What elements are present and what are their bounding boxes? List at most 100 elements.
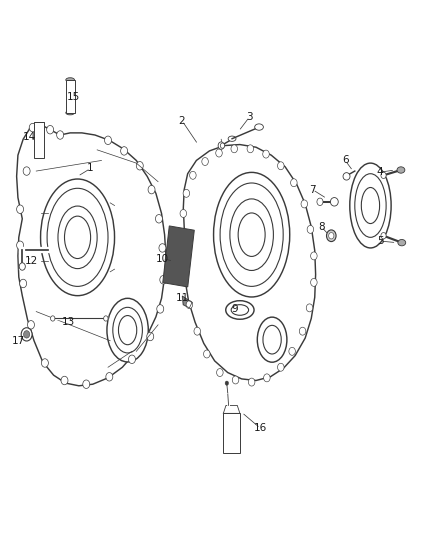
Ellipse shape (247, 145, 254, 153)
Ellipse shape (107, 298, 148, 362)
Ellipse shape (397, 167, 405, 173)
Ellipse shape (148, 185, 155, 194)
Ellipse shape (343, 173, 350, 180)
Polygon shape (184, 144, 316, 381)
Text: 16: 16 (254, 423, 267, 433)
Ellipse shape (180, 209, 187, 217)
Text: 15: 15 (67, 92, 80, 102)
Text: 12: 12 (25, 256, 38, 266)
Text: 2: 2 (179, 116, 185, 126)
Ellipse shape (182, 241, 188, 249)
Ellipse shape (290, 179, 297, 187)
Ellipse shape (263, 150, 269, 158)
Bar (35, 122, 44, 158)
Text: 7: 7 (309, 184, 316, 195)
Ellipse shape (66, 78, 74, 82)
Ellipse shape (83, 380, 90, 389)
Ellipse shape (254, 124, 263, 130)
Ellipse shape (194, 327, 201, 335)
Ellipse shape (231, 145, 237, 153)
Ellipse shape (361, 188, 380, 223)
Ellipse shape (118, 316, 137, 345)
Ellipse shape (104, 316, 108, 321)
Ellipse shape (381, 172, 386, 179)
Ellipse shape (147, 332, 154, 341)
Ellipse shape (311, 252, 317, 260)
Ellipse shape (225, 381, 229, 385)
Text: 1: 1 (87, 164, 94, 173)
Ellipse shape (289, 348, 295, 356)
Ellipse shape (301, 200, 307, 208)
Ellipse shape (136, 161, 143, 170)
Text: 14: 14 (23, 132, 36, 142)
Polygon shape (223, 406, 240, 414)
Text: 8: 8 (318, 222, 325, 232)
Ellipse shape (214, 172, 290, 297)
Ellipse shape (17, 205, 24, 214)
Ellipse shape (155, 215, 162, 223)
Ellipse shape (398, 239, 406, 246)
Ellipse shape (204, 350, 210, 358)
Ellipse shape (64, 216, 91, 259)
Ellipse shape (24, 330, 30, 338)
Ellipse shape (217, 368, 223, 376)
Ellipse shape (21, 328, 32, 341)
Ellipse shape (306, 304, 313, 312)
Ellipse shape (66, 111, 74, 115)
Ellipse shape (232, 376, 239, 384)
Ellipse shape (42, 359, 48, 367)
Ellipse shape (29, 123, 36, 132)
Ellipse shape (257, 317, 287, 362)
Text: 5: 5 (377, 236, 383, 246)
Ellipse shape (61, 376, 68, 385)
Text: 9: 9 (231, 304, 237, 314)
Text: 13: 13 (62, 317, 75, 327)
Bar (163, 226, 194, 287)
Ellipse shape (248, 378, 255, 386)
Ellipse shape (28, 320, 35, 329)
Bar (223, 414, 240, 453)
Ellipse shape (326, 230, 336, 241)
Ellipse shape (218, 142, 224, 149)
Ellipse shape (328, 232, 334, 239)
Ellipse shape (183, 189, 190, 197)
Ellipse shape (106, 373, 113, 381)
Polygon shape (183, 296, 192, 308)
Ellipse shape (159, 244, 166, 252)
Ellipse shape (228, 136, 236, 141)
Ellipse shape (58, 206, 97, 269)
Ellipse shape (231, 305, 249, 316)
Ellipse shape (299, 327, 306, 335)
Ellipse shape (220, 183, 283, 286)
Ellipse shape (50, 316, 55, 321)
Ellipse shape (120, 147, 127, 155)
Ellipse shape (278, 364, 284, 371)
Ellipse shape (330, 198, 338, 206)
Ellipse shape (278, 162, 284, 169)
Ellipse shape (23, 167, 30, 175)
Ellipse shape (113, 308, 142, 353)
Ellipse shape (160, 276, 167, 284)
Text: 11: 11 (175, 293, 189, 303)
Ellipse shape (350, 163, 391, 248)
Ellipse shape (47, 125, 53, 134)
Bar (66, 80, 74, 113)
Text: 4: 4 (377, 167, 383, 177)
Polygon shape (17, 124, 166, 386)
Text: 10: 10 (156, 254, 169, 263)
Ellipse shape (128, 355, 135, 364)
Ellipse shape (311, 278, 317, 286)
Ellipse shape (186, 301, 193, 309)
Ellipse shape (238, 213, 265, 256)
Text: 17: 17 (12, 336, 25, 346)
Text: 3: 3 (246, 112, 253, 122)
Ellipse shape (381, 232, 386, 239)
Ellipse shape (19, 263, 25, 270)
Ellipse shape (47, 188, 108, 286)
Ellipse shape (216, 149, 222, 157)
Ellipse shape (230, 199, 273, 270)
Ellipse shape (307, 225, 314, 233)
Ellipse shape (41, 179, 115, 296)
Ellipse shape (190, 171, 196, 179)
Ellipse shape (17, 241, 24, 249)
